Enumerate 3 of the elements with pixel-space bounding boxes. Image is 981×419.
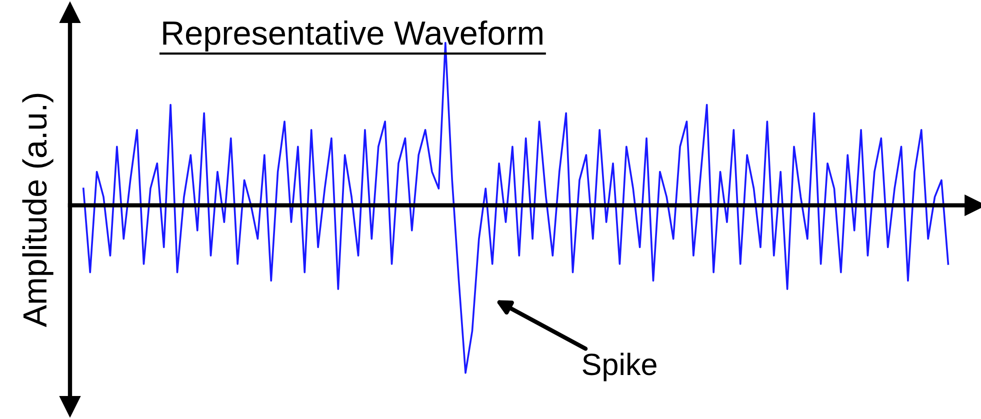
chart-title: Representative Waveform — [163, 20, 542, 52]
y-axis-title: Amplitude (a.u.) — [22, 94, 54, 328]
annotation: Spike — [582, 352, 656, 382]
